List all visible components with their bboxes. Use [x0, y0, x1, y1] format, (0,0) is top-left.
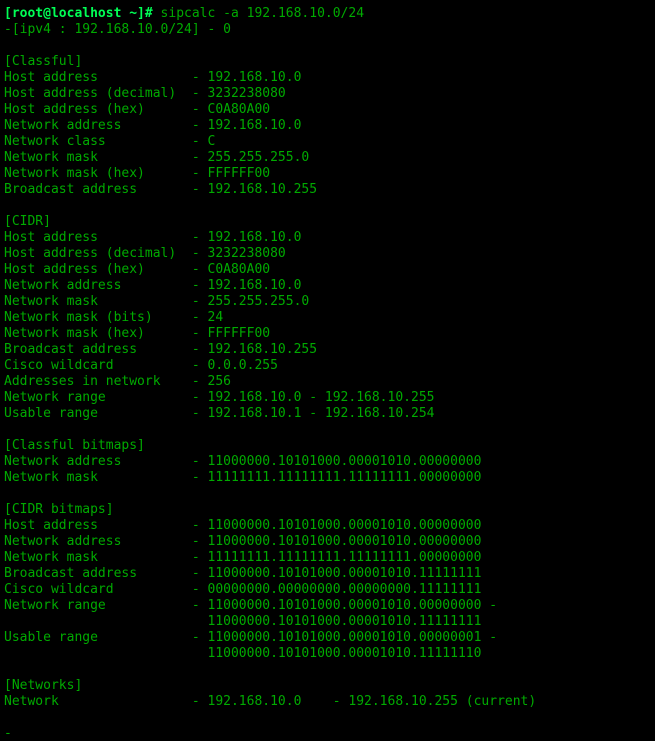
section-networks-title: [Networks]	[4, 678, 82, 693]
section-classful-body: Host address - 192.168.10.0 Host address…	[4, 70, 317, 197]
section-cidr-body: Host address - 192.168.10.0 Host address…	[4, 230, 434, 421]
trailing-dash: -	[4, 726, 12, 741]
header-line: -[ipv4 : 192.168.10.0/24] - 0	[4, 22, 231, 37]
section-classful-bitmaps-body: Network address - 11000000.10101000.0000…	[4, 454, 481, 485]
prompt-user-host: [root@localhost ~]#	[4, 6, 153, 21]
terminal-output: [root@localhost ~]# sipcalc -a 192.168.1…	[0, 0, 655, 741]
section-cidr-bitmaps-title: [CIDR bitmaps]	[4, 502, 114, 517]
section-cidr-bitmaps-body: Host address - 11000000.10101000.0000101…	[4, 518, 497, 661]
prompt-command: sipcalc -a 192.168.10.0/24	[161, 6, 365, 21]
section-classful-bitmaps-title: [Classful bitmaps]	[4, 438, 145, 453]
section-classful-title: [Classful]	[4, 54, 82, 69]
section-networks-body: Network - 192.168.10.0 - 192.168.10.255 …	[4, 694, 536, 709]
section-cidr-title: [CIDR]	[4, 214, 51, 229]
